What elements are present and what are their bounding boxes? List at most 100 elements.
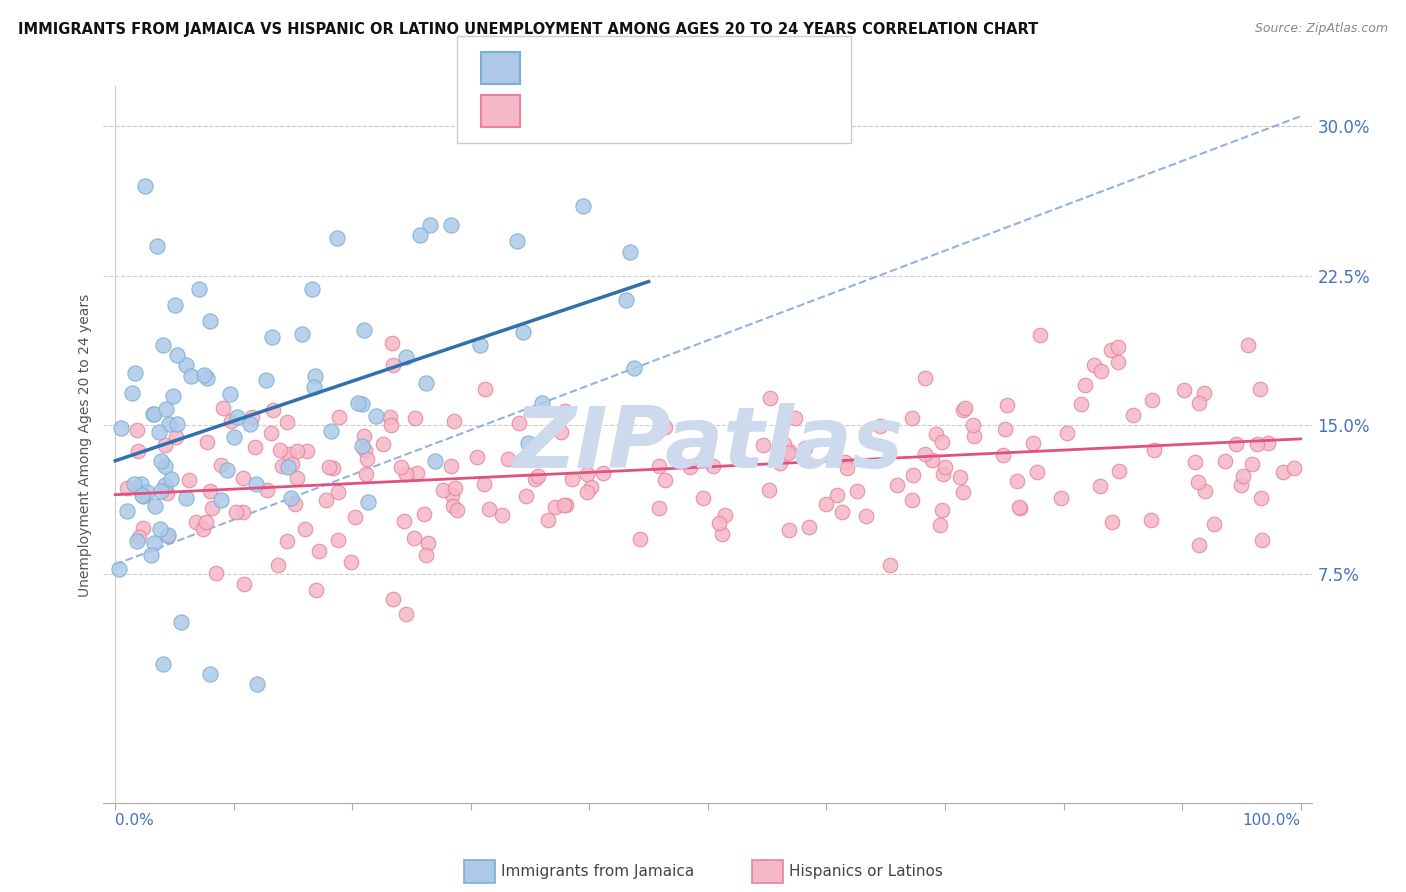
Point (1028, 328, 1050, 343)
Point (143, 499, 166, 513)
Point (259, 425, 281, 440)
Point (993, 448, 1015, 462)
Point (129, 476, 152, 491)
Text: Hispanics or Latinos: Hispanics or Latinos (789, 864, 942, 879)
Point (1241, 457, 1264, 471)
Point (1246, 436, 1268, 450)
Point (831, 504, 853, 518)
Point (914, 371, 936, 385)
Point (759, 391, 782, 405)
Point (995, 398, 1018, 412)
Point (444, 481, 467, 495)
Point (198, 314, 221, 328)
Point (440, 459, 463, 474)
Text: Source: ZipAtlas.com: Source: ZipAtlas.com (1254, 22, 1388, 36)
Point (949, 470, 972, 484)
Point (157, 417, 180, 431)
Point (994, 422, 1017, 436)
Point (381, 336, 404, 351)
Point (160, 472, 183, 486)
Point (425, 454, 447, 468)
Point (155, 459, 177, 474)
Point (205, 566, 228, 581)
Point (142, 407, 165, 421)
Point (799, 520, 821, 534)
Point (322, 461, 344, 475)
Point (404, 411, 426, 425)
Point (1056, 425, 1078, 440)
Point (1184, 455, 1206, 469)
Point (778, 446, 800, 460)
Point (219, 414, 242, 428)
Point (131, 521, 153, 535)
Point (328, 485, 350, 500)
Point (953, 401, 976, 415)
Point (225, 505, 247, 519)
Point (193, 522, 215, 536)
Point (952, 403, 974, 417)
Point (328, 409, 350, 424)
Point (592, 467, 614, 481)
Point (1107, 355, 1129, 369)
Point (141, 548, 163, 562)
Point (291, 326, 314, 341)
Point (225, 410, 247, 425)
Point (262, 403, 284, 417)
Point (195, 515, 218, 529)
Point (1070, 397, 1092, 411)
Point (773, 437, 796, 451)
Point (512, 325, 534, 339)
Point (406, 466, 429, 480)
Point (921, 453, 943, 467)
Point (239, 417, 262, 431)
Point (1049, 491, 1071, 505)
Point (1099, 343, 1122, 357)
Point (246, 677, 269, 691)
Point (934, 459, 956, 474)
Point (277, 460, 299, 475)
Point (381, 592, 404, 607)
Point (901, 411, 924, 425)
Point (1026, 465, 1049, 479)
Point (142, 408, 165, 422)
Point (496, 451, 519, 466)
Point (224, 430, 246, 444)
Point (366, 409, 388, 424)
Point (156, 527, 179, 541)
Point (217, 463, 239, 477)
Point (209, 458, 232, 472)
Point (1225, 437, 1247, 451)
Point (963, 429, 986, 443)
Point (308, 543, 330, 558)
Point (122, 477, 145, 491)
Point (1188, 396, 1211, 410)
Point (155, 402, 177, 417)
Point (1213, 453, 1236, 467)
Point (914, 447, 936, 461)
Point (623, 360, 645, 375)
Point (1142, 392, 1164, 407)
Point (187, 283, 209, 297)
Point (285, 471, 308, 485)
Point (156, 485, 179, 500)
Point (441, 488, 464, 502)
Point (1202, 516, 1225, 531)
Point (648, 458, 671, 473)
Point (415, 549, 437, 563)
Point (260, 330, 283, 344)
Point (219, 386, 242, 401)
Point (232, 505, 254, 519)
Point (395, 350, 418, 364)
Point (1143, 443, 1166, 458)
Point (536, 513, 558, 527)
Text: 100.0%: 100.0% (1243, 814, 1301, 829)
Point (132, 489, 155, 503)
Point (526, 469, 548, 483)
Point (353, 429, 375, 443)
Point (232, 577, 254, 591)
Point (1122, 408, 1144, 422)
Point (474, 382, 496, 396)
Point (245, 476, 267, 491)
Point (153, 478, 176, 492)
Point (200, 483, 222, 498)
